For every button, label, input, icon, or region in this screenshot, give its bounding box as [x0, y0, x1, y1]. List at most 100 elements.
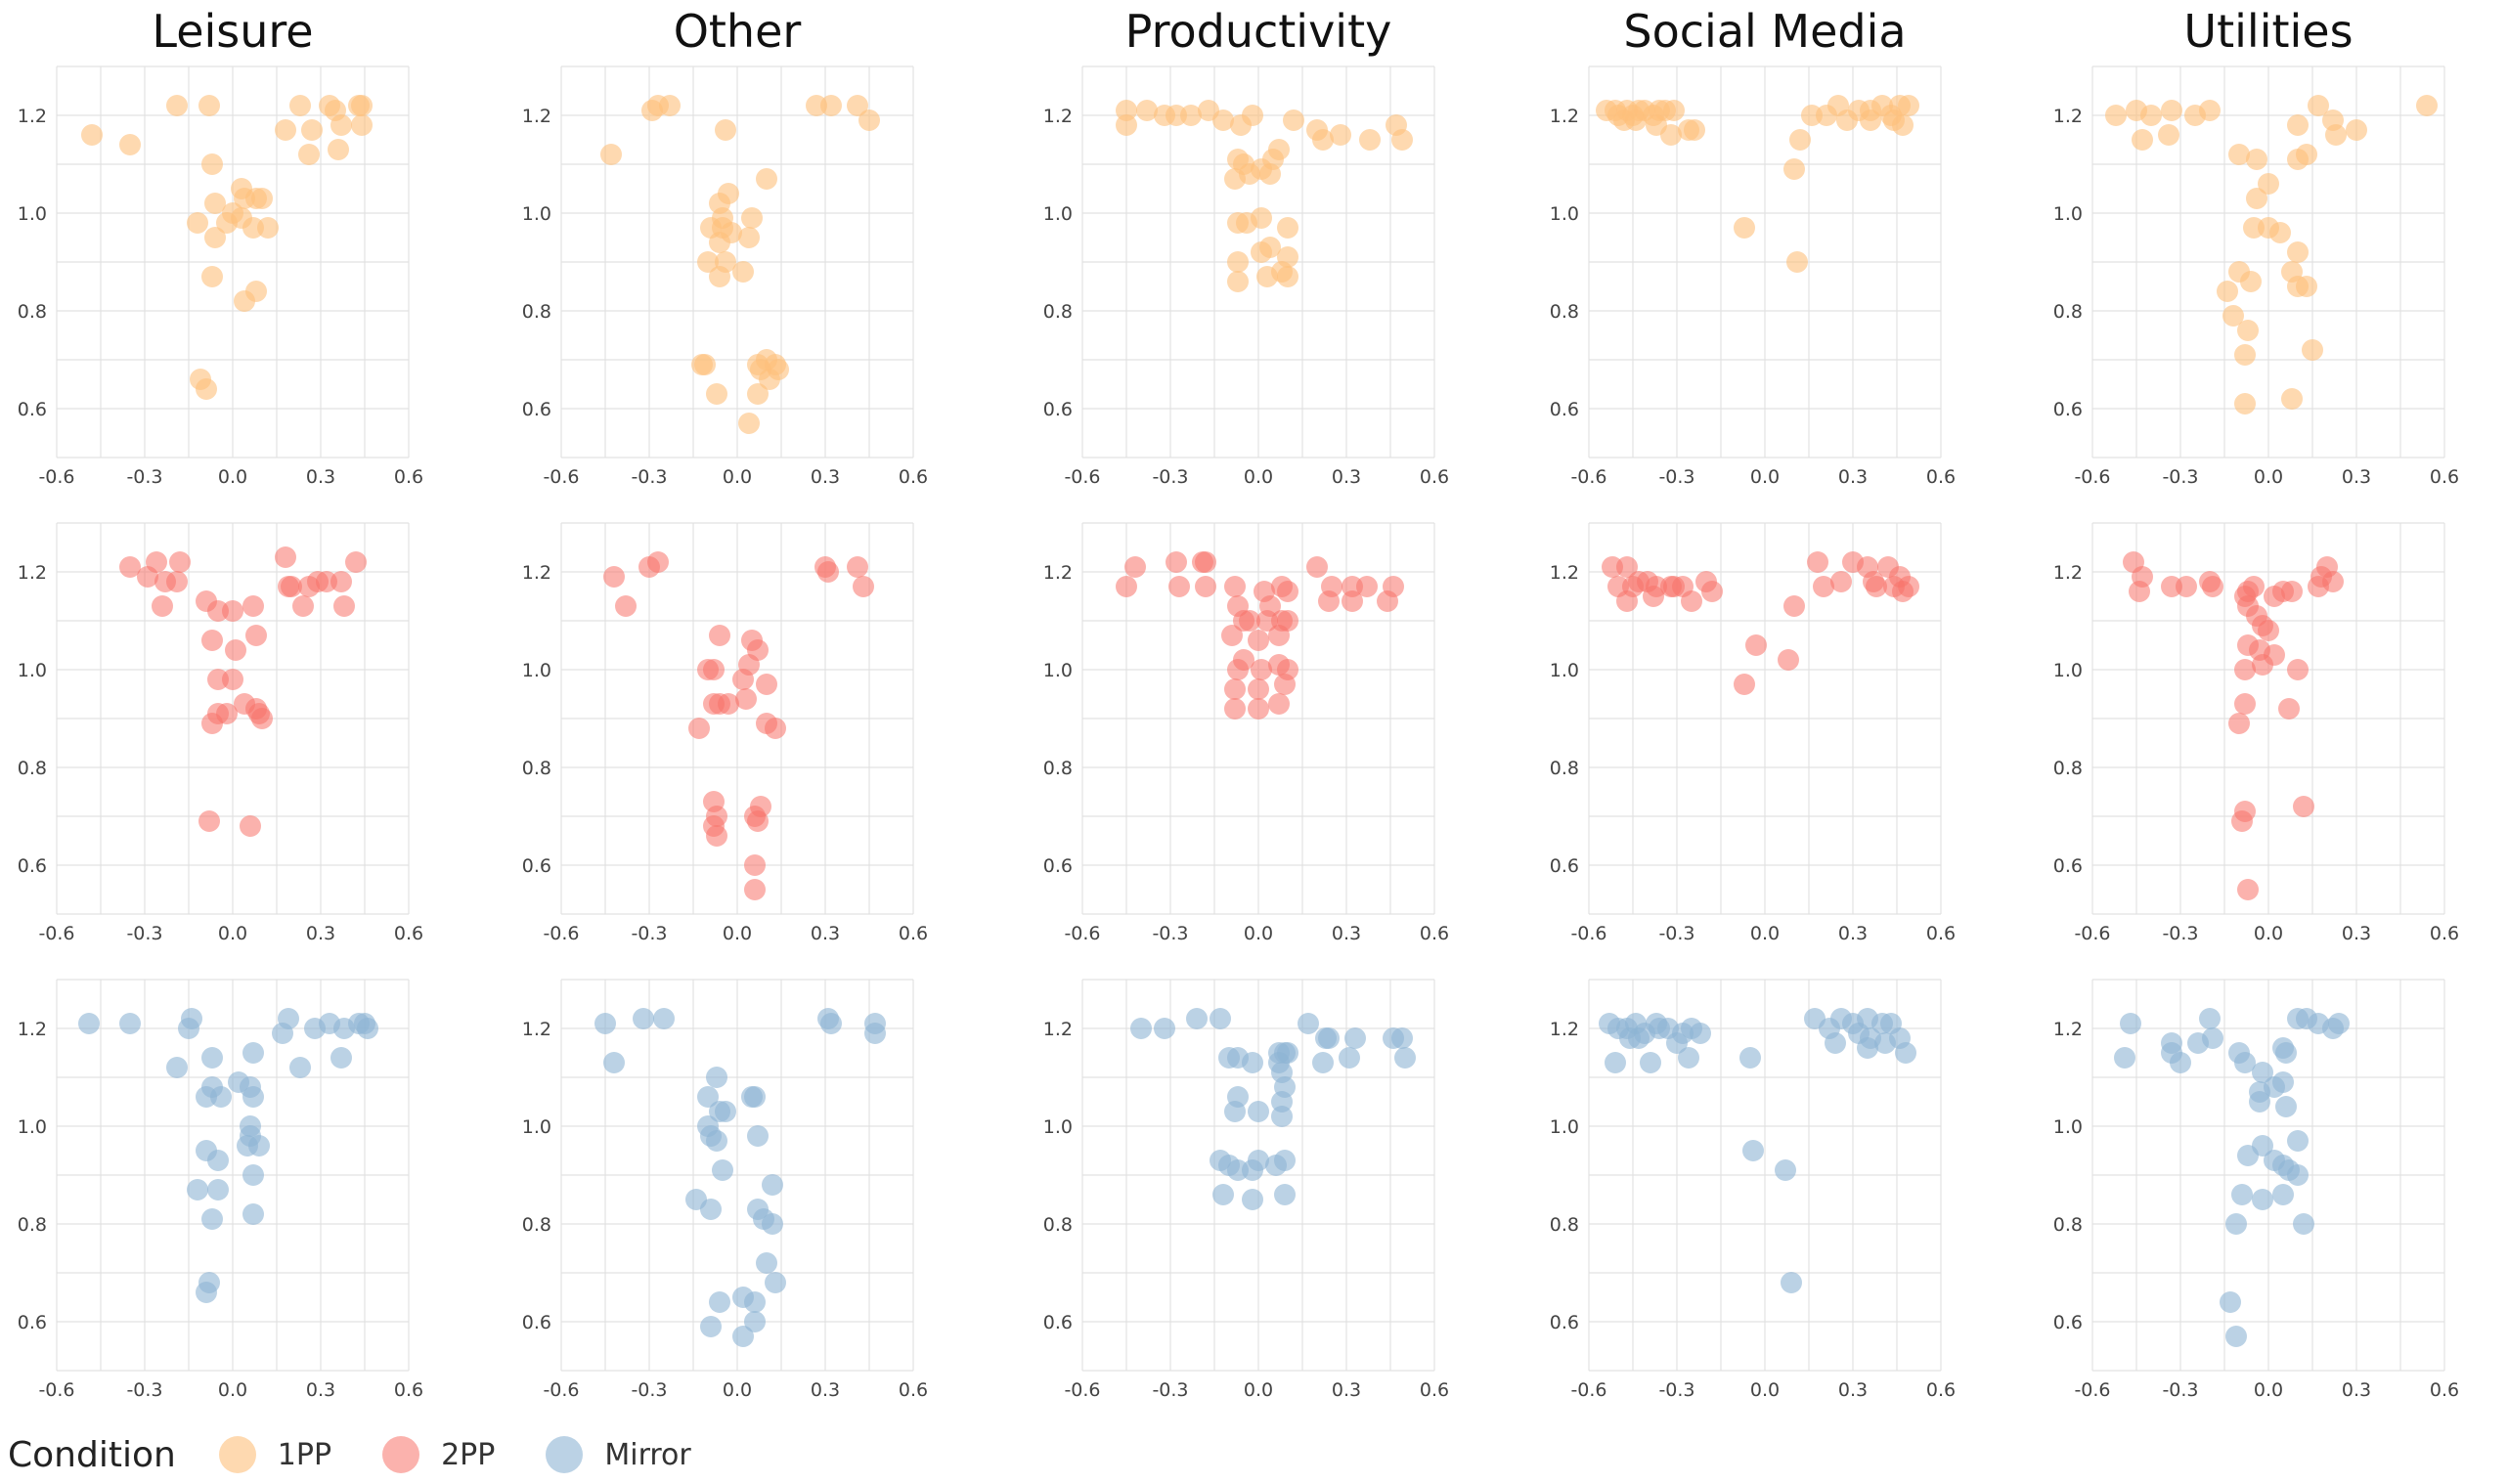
- x-tick-label: 0.3: [306, 466, 335, 488]
- y-tick-label: 1.0: [1043, 660, 1073, 681]
- data-point: [1186, 1008, 1208, 1029]
- y-tick-label: 0.8: [522, 1214, 551, 1236]
- data-point: [1895, 1042, 1916, 1064]
- data-point: [1312, 129, 1334, 151]
- y-tick-label: 1.0: [1043, 203, 1073, 225]
- data-point: [603, 1052, 625, 1073]
- data-point: [1857, 1037, 1878, 1059]
- data-point: [289, 95, 311, 116]
- x-tick-label: 0.3: [1838, 923, 1868, 944]
- data-point: [2308, 95, 2329, 116]
- x-tick-label: 0.0: [2254, 466, 2283, 488]
- x-tick-label: 0.0: [2254, 923, 2283, 944]
- panel-other-mirror: 0.6 0.8 1.0 1.2 -0.6 -0.3 0.0 0.3 0.6: [522, 979, 928, 1401]
- y-tick-label: 1.0: [2053, 1116, 2083, 1138]
- x-tick-label: -0.6: [1570, 1379, 1606, 1401]
- data-point: [1745, 634, 1767, 656]
- data-point: [817, 561, 839, 583]
- data-point: [2258, 620, 2279, 641]
- data-point: [1166, 551, 1187, 573]
- data-point: [2237, 1145, 2259, 1166]
- data-point: [1681, 590, 1702, 612]
- data-point: [2252, 1189, 2273, 1210]
- column-title-other: Other: [674, 5, 802, 58]
- data-point: [820, 1013, 842, 1034]
- panel-productivity-2pp: 0.6 0.8 1.0 1.2 -0.6 -0.3 0.0 0.3 0.6: [1043, 522, 1449, 944]
- data-point: [1663, 100, 1685, 121]
- data-point: [2287, 114, 2309, 136]
- data-point: [2237, 879, 2259, 900]
- legend-label-1pp: 1PP: [277, 1437, 332, 1472]
- data-point: [1251, 241, 1272, 263]
- data-point: [1224, 168, 1246, 190]
- data-point: [1860, 109, 1881, 131]
- data-point: [222, 669, 243, 690]
- data-point: [1825, 1032, 1846, 1054]
- data-point: [345, 551, 367, 573]
- data-point: [216, 212, 238, 234]
- x-tick-label: -0.3: [1152, 1379, 1188, 1401]
- data-point: [659, 95, 681, 116]
- y-tick-label: 1.2: [1043, 562, 1073, 584]
- y-tick-label: 0.8: [18, 758, 47, 779]
- x-tick-label: -0.3: [631, 1379, 667, 1401]
- data-point: [762, 1213, 783, 1235]
- data-point: [712, 1159, 733, 1181]
- data-point: [278, 1008, 299, 1029]
- data-point: [166, 1057, 188, 1078]
- data-point: [744, 1311, 766, 1332]
- data-point: [1242, 1189, 1263, 1210]
- x-tick-label: 0.3: [306, 923, 335, 944]
- y-tick-label: 1.0: [18, 1116, 47, 1138]
- data-point: [2258, 173, 2279, 195]
- data-point: [242, 1086, 264, 1108]
- data-point: [2272, 1071, 2294, 1093]
- data-point: [1271, 1106, 1293, 1127]
- data-point: [756, 168, 777, 190]
- data-point: [207, 1150, 229, 1171]
- y-tick-label: 0.8: [522, 301, 551, 323]
- data-point: [281, 576, 302, 597]
- panel-leisure-mirror: 0.6 0.8 1.0 1.2 -0.6 -0.3 0.0 0.3 0.6: [18, 979, 423, 1401]
- data-point: [744, 1086, 766, 1108]
- x-tick-label: 0.6: [2430, 1379, 2459, 1401]
- x-tick-label: 0.3: [811, 1379, 840, 1401]
- x-tick-label: 0.6: [2430, 466, 2459, 488]
- data-point: [1359, 129, 1381, 151]
- data-point: [756, 674, 777, 695]
- data-point: [1195, 576, 1216, 597]
- y-tick-label: 1.0: [1043, 1116, 1073, 1138]
- x-tick-label: 0.3: [2342, 1379, 2371, 1401]
- data-point: [242, 595, 264, 617]
- data-point: [1356, 576, 1378, 597]
- data-point: [2252, 1062, 2273, 1083]
- y-tick-label: 0.6: [1550, 855, 1579, 877]
- data-point: [709, 625, 730, 646]
- y-tick-label: 0.6: [18, 855, 47, 877]
- panel-leisure-2pp: 0.6 0.8 1.0 1.2 -0.6 -0.3 0.0 0.3 0.6: [18, 522, 423, 944]
- data-point: [1306, 556, 1328, 578]
- data-point: [2202, 576, 2223, 597]
- x-tick-label: -0.6: [38, 466, 74, 488]
- data-point: [2281, 581, 2303, 602]
- data-point: [152, 595, 173, 617]
- x-tick-label: 0.6: [394, 466, 423, 488]
- data-point: [1775, 1159, 1796, 1181]
- y-tick-label: 0.6: [18, 1312, 47, 1333]
- data-point: [196, 378, 217, 400]
- data-point: [1256, 266, 1278, 287]
- data-point: [1136, 100, 1158, 121]
- x-tick-label: 0.6: [899, 923, 928, 944]
- data-point: [1616, 590, 1638, 612]
- y-tick-label: 0.6: [1550, 399, 1579, 420]
- legend-swatch-1pp: [218, 1436, 256, 1473]
- data-point: [204, 227, 226, 248]
- data-point: [251, 188, 273, 209]
- x-tick-label: 0.3: [1838, 1379, 1868, 1401]
- data-point: [204, 193, 226, 214]
- data-point: [333, 595, 355, 617]
- data-point: [1239, 610, 1260, 632]
- data-point: [2105, 105, 2127, 126]
- panel-utilities-2pp: 0.6 0.8 1.0 1.2 -0.6 -0.3 0.0 0.3 0.6: [2053, 522, 2459, 944]
- data-point: [1130, 1018, 1152, 1039]
